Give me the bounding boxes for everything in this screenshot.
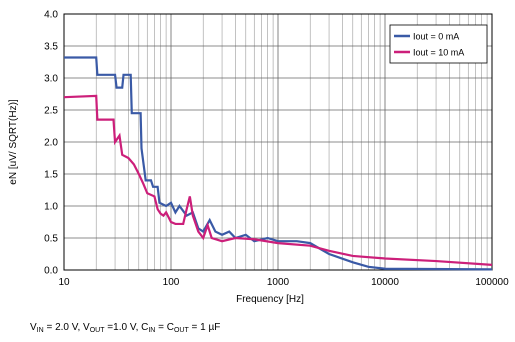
x-axis-label: Frequency [Hz]	[236, 294, 304, 305]
y-tick-label: 2.5	[44, 106, 58, 117]
plot-frame	[63, 13, 493, 271]
series-line	[63, 94, 493, 266]
footnote-part: OUT	[90, 327, 106, 334]
y-tick-label: 3.5	[44, 42, 58, 53]
footnote-part: = 2.0 V, V	[44, 322, 90, 333]
y-axis-label: eN [uV/ SQRT(Hz)]	[8, 99, 19, 185]
footnote-part: =1.0 V, C	[105, 322, 149, 333]
x-tick-label: 10000	[371, 277, 399, 288]
footnote-part: = 1 µF	[189, 322, 221, 333]
y-tick-label: 2.0	[44, 138, 58, 149]
y-tick-label: 1.0	[44, 202, 58, 213]
y-tick-label: 0.5	[44, 234, 58, 245]
x-tick-label: 100000	[475, 277, 509, 288]
legend-label: Iout = 0 mA	[413, 32, 459, 42]
footnote-part: = C	[155, 322, 174, 333]
footnote-part: IN	[37, 327, 44, 334]
x-tick-label: 1000	[267, 277, 290, 288]
y-tick-label: 4.0	[44, 10, 58, 21]
footnote-part: V	[30, 322, 37, 333]
y-tick-label: 0.0	[44, 266, 58, 277]
footnote: VIN = 2.0 V, VOUT =1.0 V, CIN = COUT = 1…	[30, 322, 220, 334]
x-tick-label: 10	[58, 277, 70, 288]
series-line	[64, 56, 493, 271]
y-tick-label: 3.0	[44, 74, 58, 85]
x-tick-label: 100	[163, 277, 180, 288]
y-tick-label: 1.5	[44, 170, 58, 181]
footnote-part: OUT	[174, 327, 190, 334]
legend-box	[389, 24, 488, 64]
footnote-part: IN	[148, 327, 155, 334]
legend-label: Iout = 10 mA	[413, 48, 464, 58]
